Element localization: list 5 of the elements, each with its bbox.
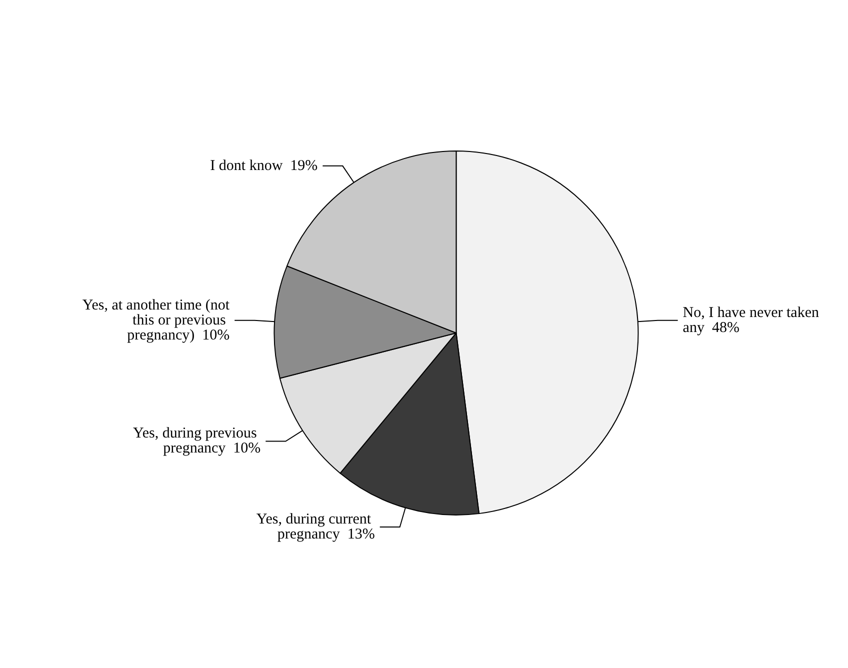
slice-label: Yes, at another time (not this or previous pregnancy) 10% [82, 297, 230, 344]
slice-label: No, I have never taken any 48% [682, 304, 823, 336]
slice-label: Yes, during current pregnancy 13% [256, 511, 375, 542]
slice-label: Yes, during previous pregnancy 10% [132, 426, 261, 457]
slice-label: I dont know 19% [210, 158, 318, 174]
